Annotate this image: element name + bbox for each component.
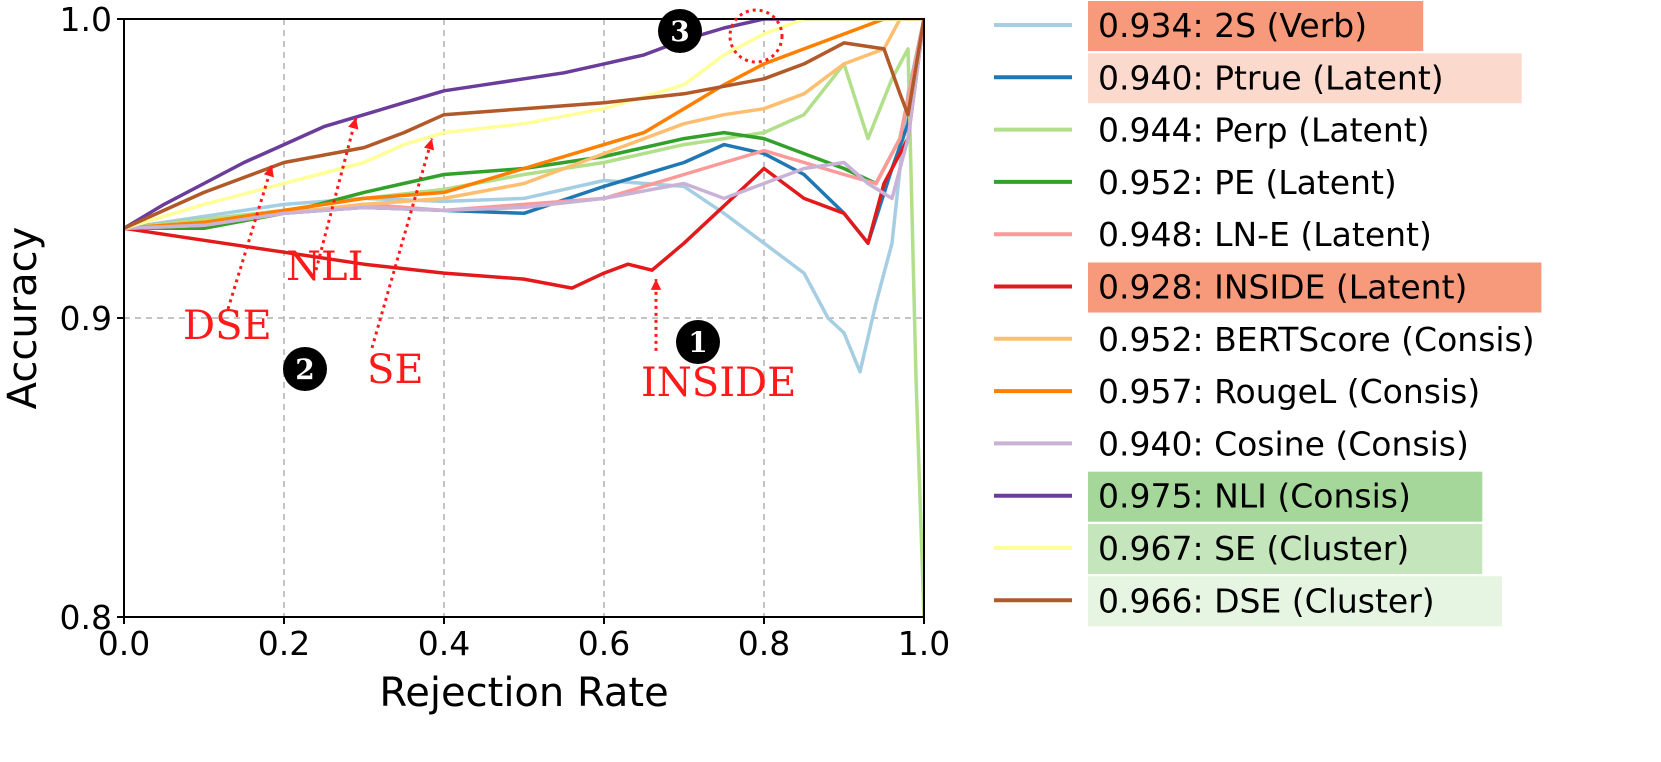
legend-highlight-5 <box>1088 262 1542 313</box>
badge-3-label: 3 <box>670 15 689 48</box>
legend-highlight-1 <box>1088 53 1522 104</box>
x-tick-label-5: 1.0 <box>898 624 950 663</box>
annotation-label-0: DSE <box>183 303 272 349</box>
grid-lines <box>124 19 924 617</box>
annotation-arrow-2 <box>370 138 434 349</box>
series-line-8 <box>124 19 924 231</box>
y-axis-label: Accuracy <box>0 227 46 410</box>
highlight-circle <box>728 8 784 64</box>
legend-highlight-0 <box>1088 1 1424 51</box>
series-lines <box>124 19 924 617</box>
annotation-arrowhead-2 <box>424 138 435 151</box>
y-tick-label-0: 0.8 <box>60 598 112 637</box>
series-line-9 <box>124 19 924 230</box>
badges: 1 2 3 <box>283 9 720 391</box>
annotation-arrow-0 <box>226 165 274 310</box>
annotation-arrowhead-3 <box>650 279 662 290</box>
legend-label-8: 0.940: Cosine (Consis) <box>1098 424 1469 463</box>
legend-label-4: 0.948: LN-E (Latent) <box>1098 215 1432 254</box>
x-tick-label-3: 0.6 <box>578 624 630 663</box>
x-axis-label: Rejection Rate <box>379 670 668 716</box>
x-tick-label-4: 0.8 <box>738 624 790 663</box>
badge-1-marker <box>676 320 720 364</box>
x-tick-label-2: 0.4 <box>418 624 470 663</box>
legend-highlight-11 <box>1088 576 1502 627</box>
legend-label-0: 0.934: 2S (Verb) <box>1098 6 1367 45</box>
legend-label-11: 0.966: DSE (Cluster) <box>1098 581 1435 620</box>
annotation-label-2: SE <box>367 347 424 393</box>
annotation-label-3: INSIDE <box>641 360 796 406</box>
y-tick-label-1: 0.9 <box>60 299 112 338</box>
axis-ticks: 0.0 0.2 0.4 0.6 0.8 1.0 0.8 0.9 1.0 <box>60 0 951 663</box>
legend-label-9: 0.975: NLI (Consis) <box>1098 477 1411 516</box>
legend-label-5: 0.928: INSIDE (Latent) <box>1098 268 1467 307</box>
legend-label-7: 0.957: RougeL (Consis) <box>1098 372 1480 411</box>
badge-2-marker <box>283 347 327 391</box>
legend-label-6: 0.952: BERTScore (Consis) <box>1098 320 1535 359</box>
series-line-7 <box>124 19 924 231</box>
annotation-arrow-1 <box>314 117 358 271</box>
legend-label-1: 0.940: Ptrue (Latent) <box>1098 58 1444 97</box>
x-tick-label-1: 0.2 <box>258 624 310 663</box>
annotation-label-1: NLI <box>286 244 363 290</box>
badge-1-label: 1 <box>688 326 707 359</box>
series-line-10 <box>124 19 924 230</box>
annotation-arrowhead-1 <box>348 117 359 130</box>
badge-2-label: 2 <box>295 353 314 386</box>
series-line-11 <box>124 19 924 230</box>
legend: 0.934: 2S (Verb) 0.940: Ptrue (Latent) 0.9… <box>994 1 1542 627</box>
legend-label-3: 0.952: PE (Latent) <box>1098 163 1397 202</box>
badge-3-marker <box>658 9 702 53</box>
series-line-5 <box>124 19 924 290</box>
x-tick-label-0: 0.0 <box>98 624 150 663</box>
legend-label-10: 0.967: SE (Cluster) <box>1098 529 1409 568</box>
legend-label-2: 0.944: Perp (Latent) <box>1098 111 1430 150</box>
annotations: DSE NLI SE INSIDE <box>183 8 796 406</box>
annotation-arrowhead-0 <box>263 165 274 178</box>
legend-highlight-9 <box>1088 471 1483 522</box>
legend-highlight-10 <box>1088 524 1483 574</box>
y-tick-label-2: 1.0 <box>60 0 112 39</box>
